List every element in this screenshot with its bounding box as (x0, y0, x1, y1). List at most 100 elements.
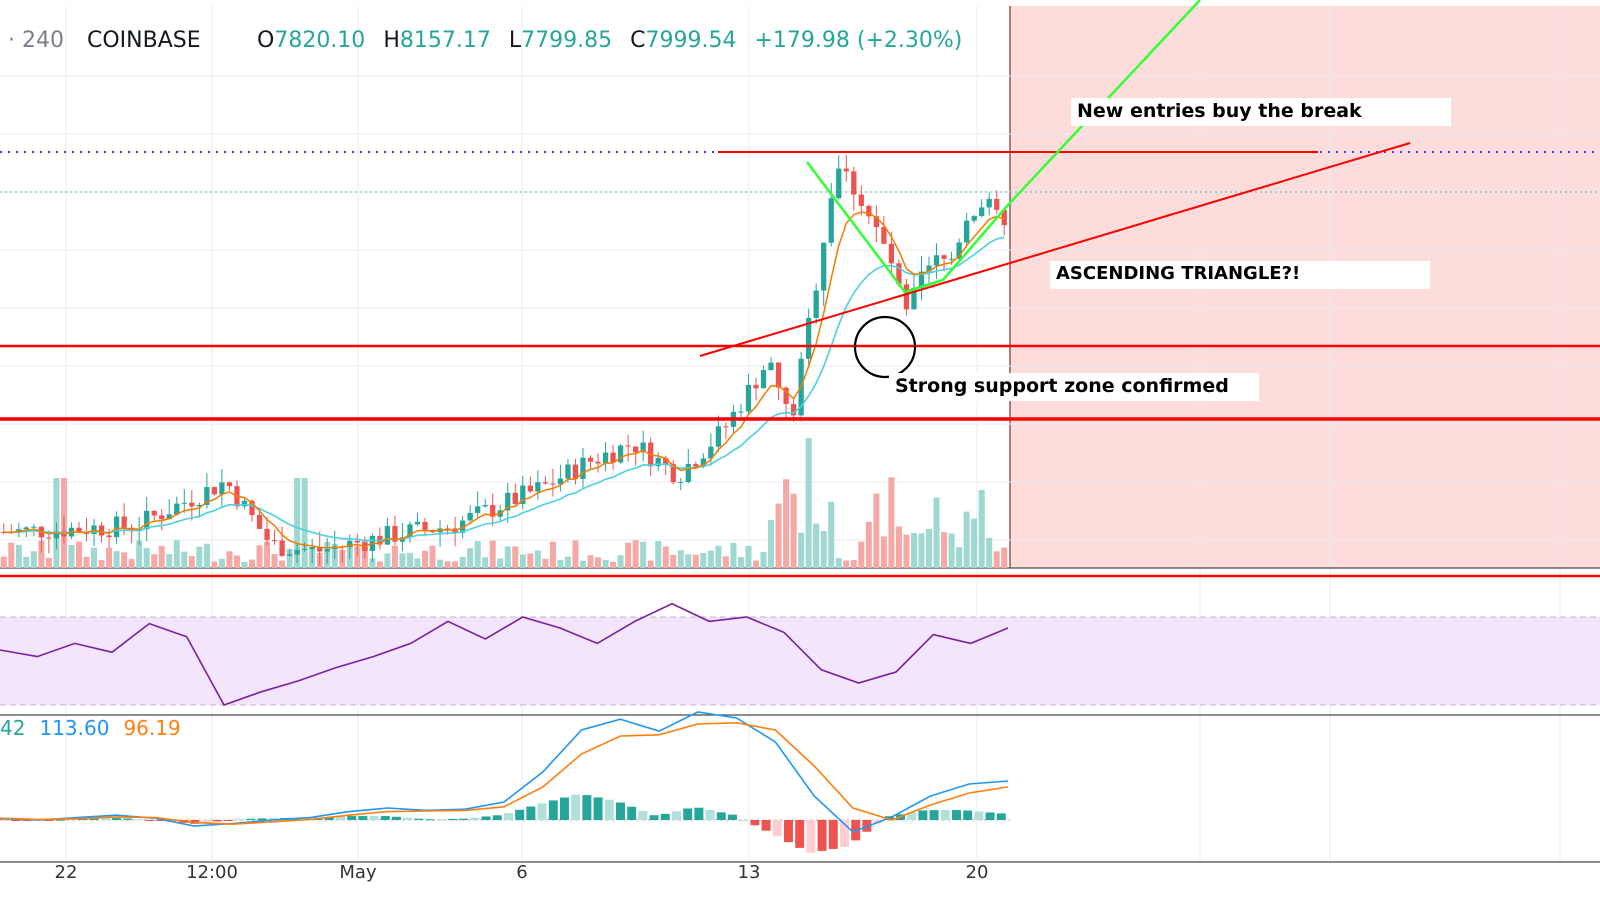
volume-bar (271, 554, 278, 568)
candle-body (715, 426, 722, 447)
candle-body (414, 521, 421, 525)
high-value: 8157.17 (399, 27, 491, 53)
triangle-annotation: ASCENDING TRIANGLE?! (1050, 261, 1430, 289)
candle-body (294, 549, 300, 555)
volume-bar (406, 552, 413, 568)
high-label: H (383, 27, 400, 53)
interval-label: · 240 (8, 27, 64, 53)
candle-body (640, 442, 646, 453)
candle-body (670, 464, 676, 483)
candle-body (392, 526, 398, 542)
candle-body (625, 445, 631, 447)
volume-bar (655, 541, 662, 568)
volume-bar (128, 559, 135, 568)
macd-histogram-bar (492, 815, 502, 820)
volume-bar (121, 552, 128, 568)
candle-body (595, 461, 601, 464)
volume-bar (617, 555, 624, 568)
candle-body (23, 527, 29, 530)
candle-body (505, 492, 511, 511)
volume-bar (790, 493, 797, 568)
macd-histogram-bar (940, 810, 950, 820)
candle-body (873, 216, 879, 228)
volume-bar (512, 546, 519, 568)
volume-bar (798, 532, 805, 568)
macd-histogram-bar (728, 814, 737, 820)
candle-body (219, 482, 225, 495)
volume-bar (489, 540, 496, 568)
volume-bar (993, 551, 1000, 568)
macd-histogram-bar (952, 810, 961, 820)
volume-bar (707, 550, 714, 568)
candle-body (384, 526, 391, 545)
candle-body (986, 198, 992, 208)
volume-bar (549, 541, 556, 568)
macd-histogram-bar (246, 818, 256, 820)
volume-bar (873, 493, 880, 568)
candle-body (354, 540, 360, 543)
volume-bars (0, 438, 1008, 568)
candle-body (956, 242, 962, 259)
candle-body (181, 502, 187, 504)
rsi-band (0, 617, 1600, 705)
volume-bar (632, 540, 639, 568)
volume-bar (218, 558, 225, 568)
macd-histogram-bar (974, 811, 984, 820)
macd-histogram-bar (526, 806, 536, 820)
support-annotation-text: Strong support zone confirmed (895, 375, 1229, 397)
close-label: C (630, 27, 646, 53)
volume-bar (173, 540, 180, 568)
ema-fast-line (3, 211, 1005, 549)
candle-body (467, 512, 473, 521)
volume-bar (369, 558, 376, 568)
open-label: O (257, 27, 275, 53)
volume-bar (730, 542, 737, 568)
macd-histogram-bar (156, 820, 166, 821)
volume-bar (158, 545, 165, 568)
candle-body (610, 452, 616, 463)
macd-histogram-bar (56, 819, 65, 821)
signal-value: 96.19 (123, 716, 181, 740)
candle-body (482, 505, 488, 507)
candle-body (858, 194, 864, 206)
macd-histogram-bar (806, 820, 816, 853)
candle-body (490, 505, 496, 517)
candle-body (46, 537, 52, 539)
close-value: 7999.54 (645, 27, 737, 53)
candlesticks (1, 154, 1007, 566)
candle-body (821, 242, 827, 291)
volume-bar (858, 541, 865, 568)
volume-bar (963, 511, 970, 568)
volume-bar (91, 547, 98, 568)
volume-bar (241, 561, 248, 568)
candle-body (948, 258, 955, 260)
macd-histogram-bar (0, 820, 9, 821)
candle-body (580, 457, 586, 479)
macd-histogram-bar (918, 810, 928, 820)
candle-body (971, 216, 977, 221)
volume-bar (700, 552, 707, 568)
volume-bar (587, 555, 594, 568)
macd-histogram-bar (123, 818, 133, 820)
candle-body (587, 457, 594, 462)
volume-bar (956, 547, 963, 568)
macd-value: 113.60 (39, 716, 110, 740)
volume-bar (391, 545, 398, 568)
candle-body (347, 540, 353, 548)
candle-body (979, 207, 985, 217)
candle-body (226, 482, 233, 487)
volume-bar (75, 541, 82, 568)
macd-histogram-bar (403, 817, 413, 820)
candle-body (204, 487, 210, 505)
macd-histogram-bar (44, 820, 54, 821)
volume-bar (181, 551, 188, 568)
candle-body (926, 265, 932, 272)
volume-bar (828, 501, 835, 568)
candle-body (933, 255, 940, 266)
macd-histogram-bar (515, 809, 525, 820)
volume-bar (279, 560, 286, 568)
macd-histogram-bar (100, 818, 110, 820)
candle-body (602, 452, 609, 464)
